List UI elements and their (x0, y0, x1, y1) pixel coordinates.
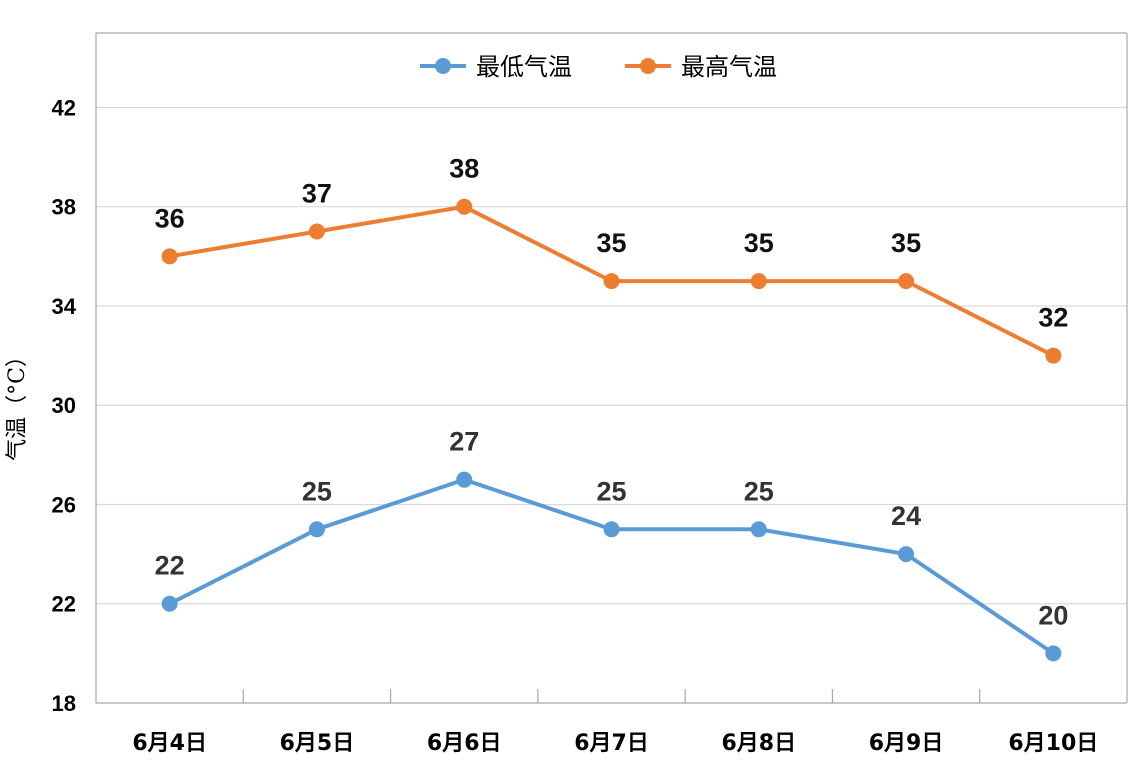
x-tick-label: 6月10日 (1008, 731, 1098, 756)
gridlines (96, 106, 1127, 605)
x-tick-label: 6月6日 (427, 731, 502, 756)
legend-label-high: 最高气温 (681, 53, 777, 81)
data-label-low: 24 (891, 501, 921, 531)
point-low (603, 521, 620, 538)
data-label-low: 20 (1038, 600, 1068, 630)
axes: 18 22 26 30 34 38 42 6月4日 6月5日 6月6日 6月7日 6月8日 6月9日 6月… (52, 32, 1128, 756)
data-label-high: 37 (302, 179, 332, 209)
y-tick-label: 22 (52, 592, 76, 617)
data-label-high: 32 (1038, 303, 1068, 333)
point-high (161, 248, 178, 265)
x-tick-label: 6月5日 (280, 731, 355, 756)
legend-marker-high (640, 58, 656, 74)
y-tick-label: 30 (52, 393, 76, 418)
data-label-high: 35 (891, 228, 921, 258)
legend: 最低气温 最高气温 (420, 53, 777, 81)
x-tick-label: 6月7日 (574, 731, 649, 756)
data-label-low: 25 (596, 476, 626, 506)
data-label-high: 35 (744, 228, 774, 258)
y-tick-label: 34 (52, 294, 77, 319)
x-tick-label: 6月9日 (869, 731, 944, 756)
data-label-high: 35 (596, 228, 626, 258)
point-low (456, 471, 473, 488)
x-tick-label: 6月8日 (721, 731, 796, 756)
data-labels: 22 25 27 25 25 24 20 36 37 38 35 35 35 32 (155, 154, 1069, 631)
point-high (898, 273, 915, 290)
y-tick-label: 42 (52, 95, 76, 120)
point-high (308, 223, 325, 240)
data-label-low: 22 (155, 551, 185, 581)
legend-label-low: 最低气温 (476, 53, 572, 81)
data-label-high: 36 (155, 203, 185, 233)
data-label-low: 25 (302, 476, 332, 506)
point-low (898, 546, 915, 563)
legend-item-low: 最低气温 (420, 53, 572, 81)
point-low (161, 595, 178, 612)
legend-marker-low (435, 58, 451, 74)
point-low (750, 521, 767, 538)
point-high (456, 198, 473, 215)
data-label-high: 38 (449, 154, 479, 184)
y-tick-label: 18 (52, 691, 76, 716)
point-high (1045, 347, 1062, 364)
data-label-low: 27 (449, 427, 479, 457)
point-low (1045, 645, 1062, 662)
series-layer (161, 198, 1062, 662)
y-tick-label: 38 (52, 195, 76, 220)
y-axis-title: 气温（°C） (5, 345, 30, 461)
x-tick-label: 6月4日 (132, 731, 207, 756)
point-high (603, 273, 620, 290)
legend-item-high: 最高气温 (625, 53, 777, 81)
data-label-low: 25 (744, 476, 774, 506)
point-low (308, 521, 325, 538)
y-tick-label: 26 (52, 492, 76, 517)
point-high (750, 273, 767, 290)
